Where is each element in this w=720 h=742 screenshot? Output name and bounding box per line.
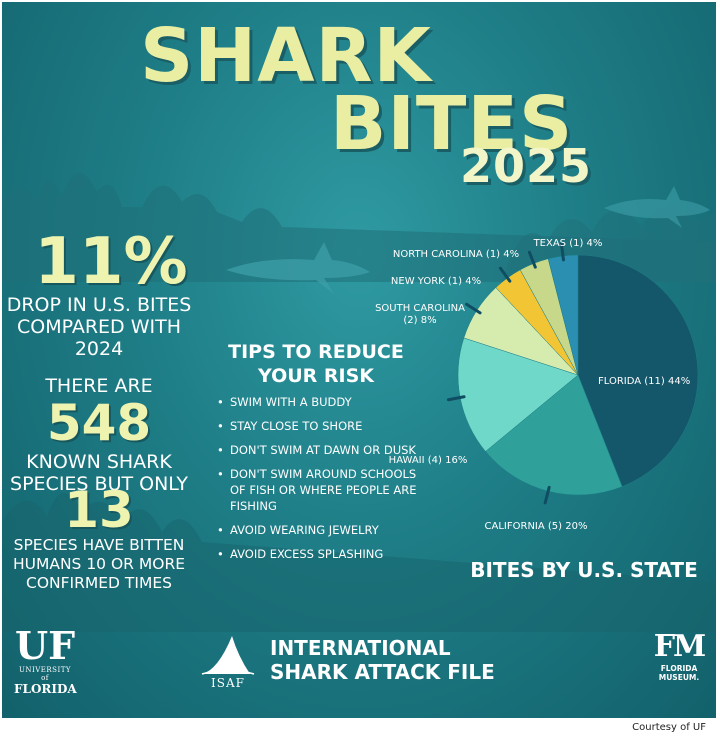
reef-silhouette-lower <box>2 493 716 632</box>
pie-label-south-carolina: (2) 8% <box>403 315 436 326</box>
isaf-abbreviation: ISAF <box>211 676 245 690</box>
pie-label-hawaii: HAWAII (4) 16% <box>389 455 468 466</box>
isaf-name: INTERNATIONAL SHARK ATTACK FILE <box>270 636 495 684</box>
bitten-species-description: SPECIES HAVE BITTEN HUMANS 10 OR MORE CO… <box>12 536 186 592</box>
species-count: 548 <box>46 394 152 452</box>
pie-leader-line <box>543 485 551 505</box>
tips-heading: TIPS TO REDUCE YOUR RISK <box>228 341 404 387</box>
tip-item: AVOID EXCESS SPLASHING <box>216 546 426 562</box>
bitten-species-count: 13 <box>64 481 134 539</box>
uf-logo: UF UNIVERSITY of FLORIDA <box>14 623 77 697</box>
tip-item: DON'T SWIM AROUND SCHOOLS OF FISH OR WHE… <box>216 466 426 514</box>
isaf-name-line1: INTERNATIONAL <box>270 636 451 660</box>
isaf-name-line2: SHARK ATTACK FILE <box>270 660 495 684</box>
fm-name-line2: MUSEUM. <box>658 673 700 682</box>
pie-label-texas: TEXAS (1) 4% <box>533 238 603 249</box>
tips-list: SWIM WITH A BUDDY STAY CLOSE TO SHORE DO… <box>216 394 426 570</box>
title-year: 2025 <box>460 139 593 193</box>
species-description: KNOWN SHARK SPECIES BUT ONLY <box>10 451 188 495</box>
shark-silhouette-icon <box>226 242 370 294</box>
uf-subtitle: UNIVERSITY of <box>18 666 72 682</box>
chart-title: BITES BY U.S. STATE <box>470 558 698 582</box>
pie-leader-line <box>465 302 482 315</box>
fm-name-line1: FLORIDA <box>660 664 698 673</box>
pie-leader-line <box>527 250 537 269</box>
pie-label-california: CALIFORNIA (5) 20% <box>485 521 588 532</box>
infographic-poster: SHARK BITES 2025 11% DROP IN U.S. BITES … <box>2 2 716 718</box>
shark-fin-icon <box>201 636 255 675</box>
pie-label-new-york: NEW YORK (1) 4% <box>391 276 481 287</box>
florida-museum-logo: FM FLORIDA MUSEUM. <box>644 629 714 683</box>
tip-item: DON'T SWIM AT DAWN OR DUSK <box>216 442 426 458</box>
title-bites: BITES <box>330 81 574 167</box>
tip-item: STAY CLOSE TO SHORE <box>216 418 426 434</box>
pie-leader-line <box>559 242 565 262</box>
uf-mark: UF <box>14 623 76 668</box>
pie-chart: FLORIDA (11) 44% CALIFORNIA (5) 20% HAWAII… <box>375 238 699 532</box>
pie-leader-line <box>498 266 512 283</box>
pie-label-south-carolina: SOUTH CAROLINA <box>375 303 465 314</box>
there-are-text: THERE ARE <box>45 375 153 397</box>
pie-leader-line <box>446 395 466 402</box>
tip-item: AVOID WEARING JEWELRY <box>216 522 426 538</box>
tip-item: SWIM WITH A BUDDY <box>216 394 426 410</box>
drop-description: DROP IN U.S. BITES COMPARED WITH 2024 <box>6 294 192 360</box>
image-credit: Courtesy of UF <box>632 722 706 733</box>
fm-name: FLORIDA MUSEUM. <box>644 664 714 682</box>
title-shark: SHARK <box>140 13 432 99</box>
uf-name: FLORIDA <box>14 682 77 696</box>
pie-slice-florida <box>577 254 699 487</box>
shark-silhouette-icon <box>604 186 710 228</box>
drop-percentage: 11% <box>34 225 188 299</box>
pie-label-north-carolina: NORTH CAROLINA (1) 4% <box>393 249 519 260</box>
fm-mark: FM <box>653 629 707 664</box>
pie-label-florida: FLORIDA (11) 44% <box>598 376 690 387</box>
